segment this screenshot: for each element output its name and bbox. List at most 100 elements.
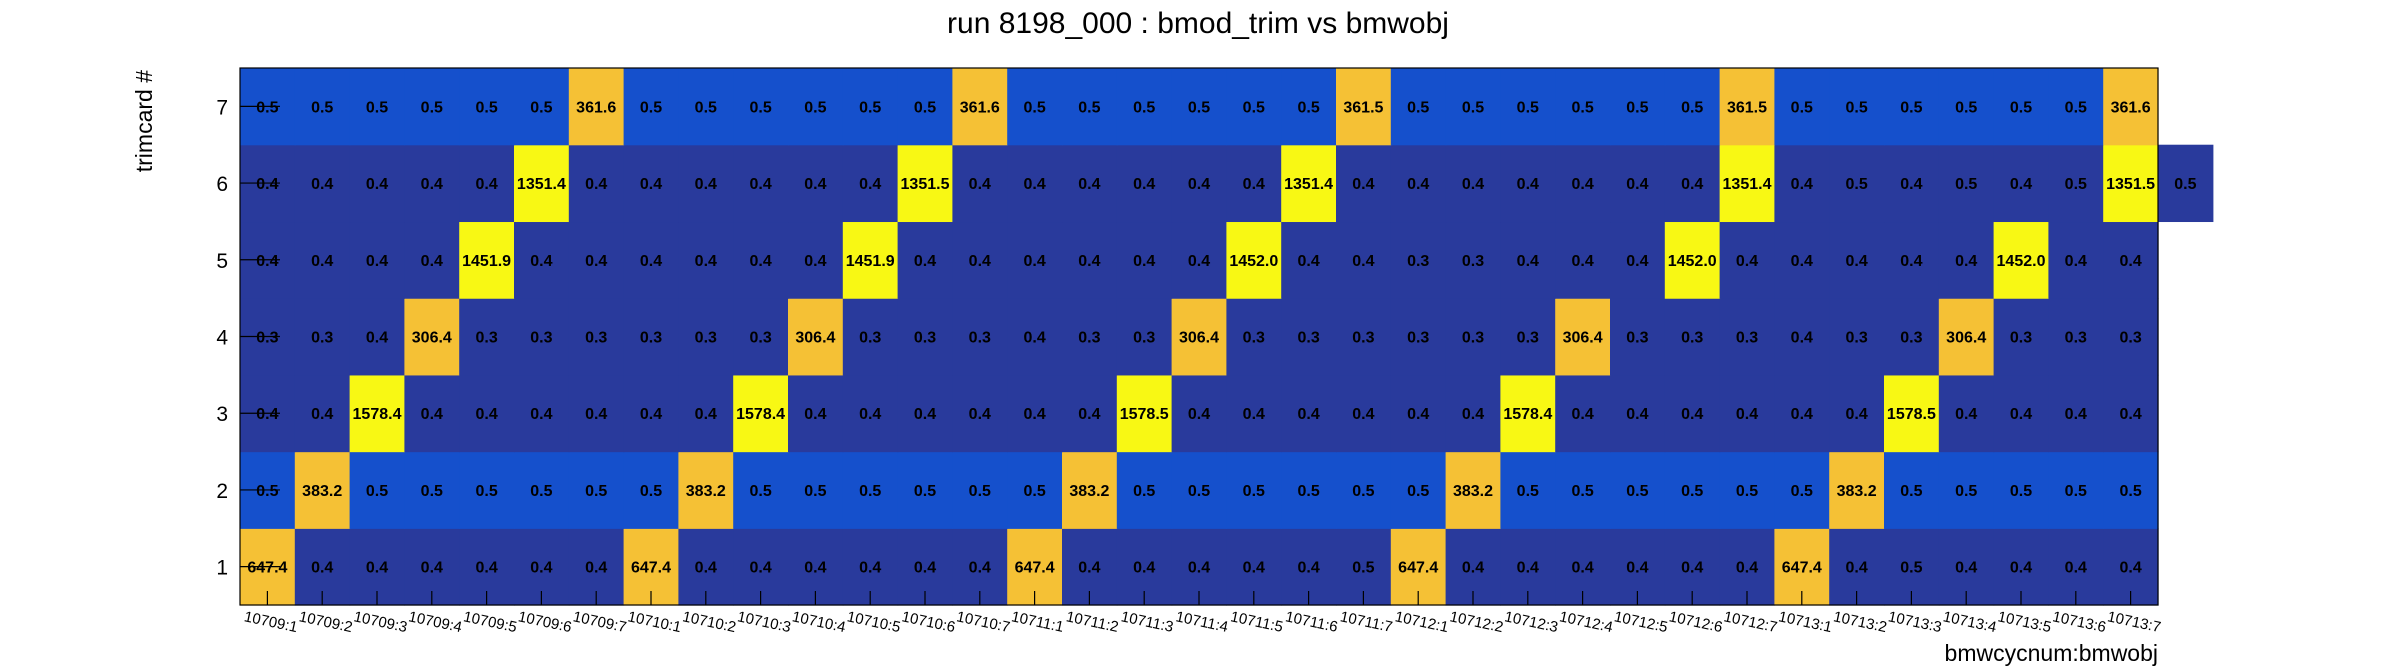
heatmap-cell (1884, 144, 1940, 223)
heatmap-cell (568, 451, 625, 529)
cell-value-label: 0.5 (1462, 99, 1484, 116)
cell-value-label: 0.5 (366, 483, 388, 500)
heatmap-cell (1390, 144, 1447, 223)
x-tick-label: 10713:6 (2051, 608, 2108, 636)
heatmap-cell (1171, 451, 1227, 529)
heatmap-cell (842, 374, 899, 453)
heatmap-cell (1007, 451, 1063, 529)
heatmap-cell (1281, 451, 1337, 529)
heatmap-cell (1281, 298, 1337, 376)
cell-value-label: 383.2 (1837, 483, 1877, 500)
x-tick-label: 10713:3 (1887, 608, 1944, 636)
cell-value-label: 0.4 (804, 176, 826, 193)
cell-value-label: 0.4 (1462, 560, 1484, 577)
cell-value-label: 0.5 (1517, 99, 1539, 116)
cell-value-label: 0.4 (1023, 176, 1045, 193)
heatmap-cell (1062, 374, 1118, 453)
cell-value-label: 0.4 (1681, 176, 1703, 193)
x-tick-label: 10710:1 (626, 608, 683, 636)
cell-value-label: 0.4 (1243, 560, 1265, 577)
cell-value-label: 306.4 (412, 330, 452, 347)
heatmap-cell (514, 144, 570, 223)
y-tick-label: 3 (216, 403, 228, 426)
cell-value-label: 0.5 (640, 483, 662, 500)
cell-value-label: 0.3 (530, 330, 552, 347)
cell-value-label: 0.3 (1243, 330, 1265, 347)
cell-value-label: 0.4 (311, 253, 333, 270)
heatmap-cell (1445, 374, 1501, 453)
heatmap-cell (1390, 221, 1447, 299)
heatmap-cell (1116, 221, 1173, 299)
cell-value-label: 0.4 (969, 406, 991, 423)
cell-value-label: 0.5 (695, 99, 717, 116)
cell-value-label: 0.5 (1955, 99, 1977, 116)
heatmap-cell (2103, 221, 2159, 299)
heatmap-cell (1829, 221, 1885, 299)
heatmap-cell (1281, 221, 1337, 299)
heatmap-cell (1500, 221, 1556, 299)
x-tick-label: 10711:7 (1339, 608, 1394, 636)
heatmap-cell (1884, 221, 1940, 299)
cell-value-label: 0.4 (1900, 176, 1922, 193)
cell-value-label: 0.4 (749, 253, 771, 270)
heatmap-cell (568, 221, 625, 299)
heatmap-cell (1500, 144, 1556, 223)
x-tick-label: 10709:2 (297, 608, 354, 636)
cell-value-label: 0.5 (1626, 483, 1648, 500)
heatmap-cell (2048, 298, 2104, 376)
y-tick-label: 5 (216, 250, 228, 273)
heatmap-cell (733, 144, 789, 223)
heatmap-cell (514, 451, 570, 529)
cell-value-label: 0.4 (1023, 253, 1045, 270)
heatmap-cell (1884, 451, 1940, 529)
cell-value-label: 0.3 (1078, 330, 1100, 347)
x-tick-label: 10712:3 (1503, 608, 1560, 636)
heatmap-cell (1500, 68, 1556, 146)
heatmap-cell (1171, 144, 1227, 223)
heatmap-cell (1007, 221, 1063, 299)
cell-value-label: 0.4 (914, 560, 936, 577)
heatmap-cell (623, 374, 679, 453)
cell-value-label: 383.2 (1453, 483, 1493, 500)
cell-value-label: 361.6 (2111, 99, 2151, 116)
cell-value-label: 0.5 (749, 483, 771, 500)
heatmap-cell (2103, 374, 2159, 453)
cell-value-label: 0.3 (1900, 330, 1922, 347)
cell-value-label: 0.5 (1188, 483, 1210, 500)
cell-value-label: 0.4 (2119, 406, 2141, 423)
cell-value-label: 0.4 (914, 253, 936, 270)
cell-value-label: 0.4 (1571, 253, 1593, 270)
heatmap-cell (1664, 144, 1721, 223)
cell-value-label: 0.5 (1243, 99, 1265, 116)
heatmap-cell (294, 374, 351, 453)
heatmap-cell (294, 221, 351, 299)
cell-value-label: 0.5 (1955, 483, 1977, 500)
cell-value-label: 0.5 (1791, 99, 1813, 116)
heatmap-cell (733, 298, 789, 376)
heatmap-cell (1719, 221, 1775, 299)
cell-value-label: 0.4 (640, 406, 662, 423)
heatmap-cell (1774, 68, 1830, 146)
heatmap-cell (1390, 451, 1447, 529)
cell-value-label: 0.4 (914, 406, 936, 423)
cell-value-label: 0.4 (421, 406, 443, 423)
heatmap-cell (1171, 298, 1227, 376)
cell-value-label: 0.4 (1188, 176, 1210, 193)
heatmap-cell (1555, 221, 1611, 299)
cell-value-label: 0.4 (2119, 560, 2141, 577)
heatmap-cell-labels: 647.4 0.4 0.4 0.4 0.4 0.4 0.4 647.4 0.4 0.4 0.4 0.4… (247, 99, 2196, 576)
heatmap-cell (349, 298, 405, 376)
heatmap-cell (1938, 221, 1995, 299)
heatmap-cell (1829, 451, 1885, 529)
cell-value-label: 0.3 (1462, 253, 1484, 270)
heatmap-cell (404, 68, 460, 146)
cell-value-label: 0.5 (2065, 99, 2087, 116)
heatmap-cell (733, 451, 789, 529)
cell-value-label: 0.5 (1900, 560, 1922, 577)
cell-value-label: 1351.4 (1284, 176, 1333, 193)
cell-value-label: 0.4 (530, 253, 552, 270)
cell-value-label: 0.4 (804, 406, 826, 423)
heatmap-cell (1774, 374, 1830, 453)
heatmap-cell (568, 68, 625, 146)
heatmap-cell (678, 68, 734, 146)
